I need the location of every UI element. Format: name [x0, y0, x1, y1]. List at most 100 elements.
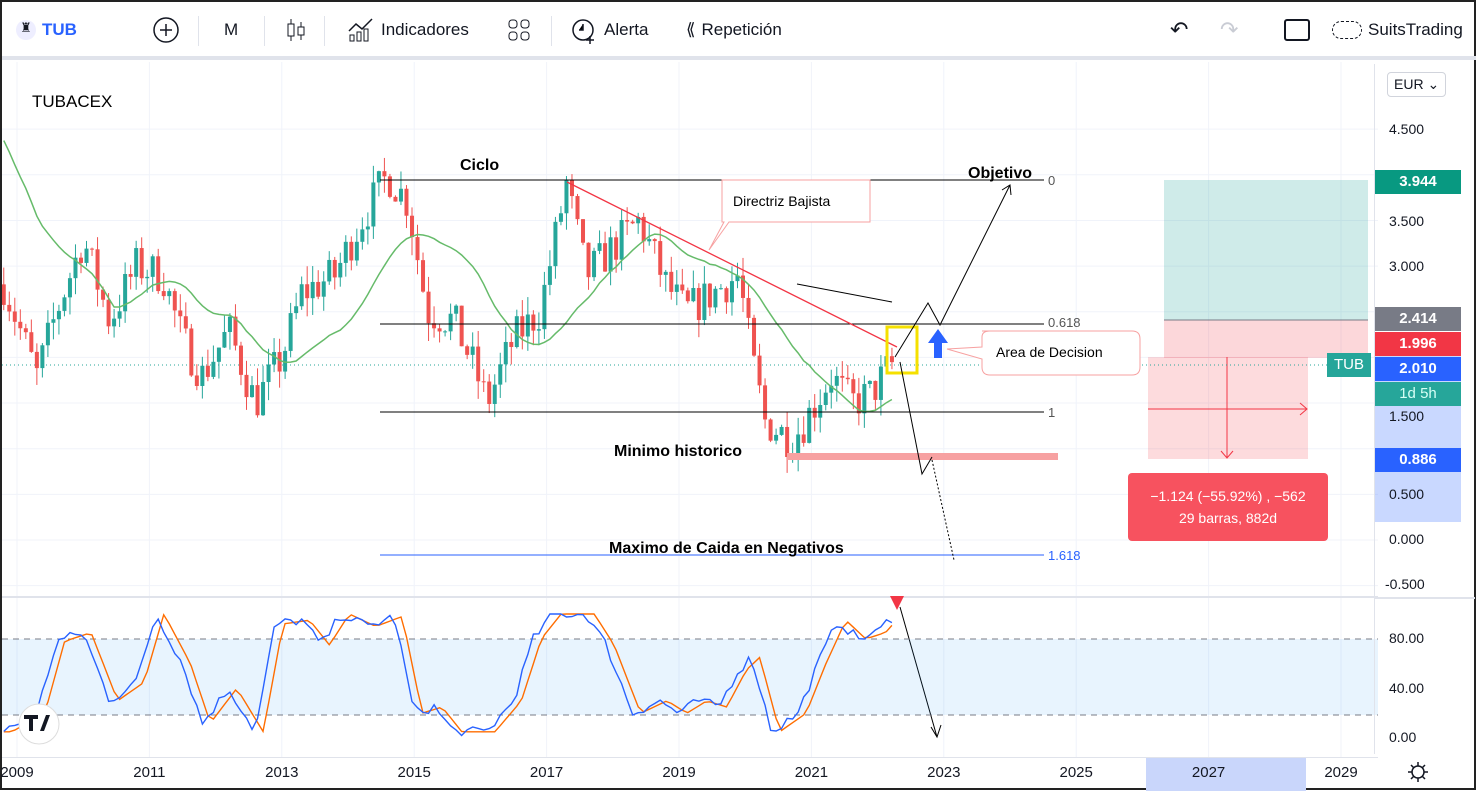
divider: [551, 16, 552, 46]
candle: [51, 319, 56, 323]
candle: [796, 434, 801, 457]
candle: [310, 281, 315, 299]
candle: [145, 276, 150, 279]
candle: [752, 317, 757, 356]
grid-icon: [508, 19, 530, 41]
candle: [757, 355, 762, 386]
entry-price-tag: 2.414: [1375, 307, 1461, 331]
redo-button[interactable]: ↷: [1220, 2, 1238, 58]
measure-line-1: −1.124 (−55.92%) , −562: [1150, 488, 1306, 504]
chart-canvas[interactable]: 0 0.618 1 1.618 Directriz Bajista Area d…: [2, 62, 1378, 757]
candle: [45, 322, 50, 346]
candle: [630, 221, 635, 224]
candle: [2, 284, 6, 305]
indicators-icon: [348, 18, 373, 42]
candle: [503, 341, 508, 365]
candle: [547, 266, 552, 285]
time-axis[interactable]: 2009 2011 2013 2015 2017 2019 2021 2023 2025 2027…: [0, 757, 1378, 791]
candle: [867, 380, 872, 384]
countdown-tag: 1d 5h: [1375, 382, 1461, 406]
symbol-button[interactable]: ♜ TUB: [16, 2, 77, 58]
directriz-callout: [708, 179, 871, 251]
candle: [492, 384, 497, 404]
candle: [244, 374, 249, 398]
candle: [575, 196, 580, 220]
candle: [117, 311, 122, 319]
stop-price-tag: 1.996: [1375, 332, 1461, 356]
divider: [198, 16, 199, 46]
divider: [324, 16, 325, 46]
candle: [509, 341, 514, 348]
candle: [619, 220, 624, 260]
ciclo-label: Ciclo: [460, 157, 499, 174]
candle: [862, 383, 867, 414]
projection-arrows: [894, 184, 1012, 476]
candle: [29, 332, 34, 352]
candle: [189, 328, 194, 376]
time-range-highlight: [1146, 758, 1306, 791]
undo-button[interactable]: ↶: [1170, 2, 1188, 58]
candle: [67, 278, 72, 298]
candle: [387, 176, 392, 197]
replay-button[interactable]: ⟪ Repetición: [686, 2, 782, 58]
candle: [443, 331, 448, 333]
candle: [851, 379, 856, 394]
candle: [735, 275, 740, 282]
candle: [288, 313, 293, 351]
stoch-band: [2, 639, 1378, 715]
candle: [238, 345, 243, 375]
candle: [90, 248, 95, 250]
candle: [718, 288, 723, 290]
candle: [812, 407, 817, 418]
interval-label: M: [224, 20, 239, 39]
layouts-button[interactable]: [507, 2, 531, 58]
redo-icon: ↷: [1220, 17, 1239, 42]
candle: [321, 281, 326, 297]
candle: [255, 385, 260, 416]
candle: [542, 284, 547, 330]
interval-button[interactable]: M: [224, 2, 238, 58]
candle: [327, 259, 332, 282]
alarm-clock-icon: [572, 19, 594, 44]
candle: [415, 237, 420, 261]
settings-gear-icon[interactable]: [1407, 761, 1429, 788]
candle: [713, 288, 718, 308]
compare-button[interactable]: [152, 2, 180, 58]
candle: [663, 271, 668, 275]
alert-button[interactable]: Alerta: [570, 2, 648, 58]
fib-1618-label: 1.618: [1048, 548, 1081, 563]
candle: [332, 259, 337, 278]
fullscreen-button[interactable]: [1284, 2, 1310, 58]
chart-type-button[interactable]: [284, 2, 308, 58]
measure-line-2: 29 barras, 882d: [1178, 510, 1278, 526]
candle: [856, 393, 861, 414]
candle: [200, 365, 205, 386]
price-axis[interactable]: EUR ⌄ 4.500 3.500 3.000 1.500 0.500 0.00…: [1327, 64, 1475, 782]
candle: [183, 316, 188, 329]
price-tick: -0.500: [1385, 576, 1425, 592]
candle: [448, 313, 453, 332]
candle: [669, 271, 674, 292]
candle: [581, 219, 586, 243]
candle: [525, 314, 530, 337]
candle: [608, 237, 613, 272]
candle: [487, 381, 492, 404]
candle: [299, 284, 304, 307]
stoch-d-line: [3, 613, 893, 734]
square-icon: [1284, 19, 1310, 41]
time-tick: 2015: [397, 764, 431, 781]
candle: [724, 288, 729, 303]
candle: [823, 392, 828, 405]
osc-tick: 0.00: [1389, 729, 1417, 745]
currency-select[interactable]: EUR ⌄: [1387, 72, 1447, 97]
osc-tick: 80.00: [1389, 630, 1425, 646]
candle: [685, 290, 690, 302]
candle: [343, 241, 348, 263]
account-button[interactable]: SuitsTrading: [1332, 2, 1463, 58]
candle: [829, 385, 834, 393]
indicators-button[interactable]: Indicadores: [347, 2, 469, 58]
candle: [167, 291, 172, 297]
price-tick: 3.000: [1389, 258, 1425, 274]
candle: [354, 241, 359, 261]
candle: [818, 404, 823, 418]
